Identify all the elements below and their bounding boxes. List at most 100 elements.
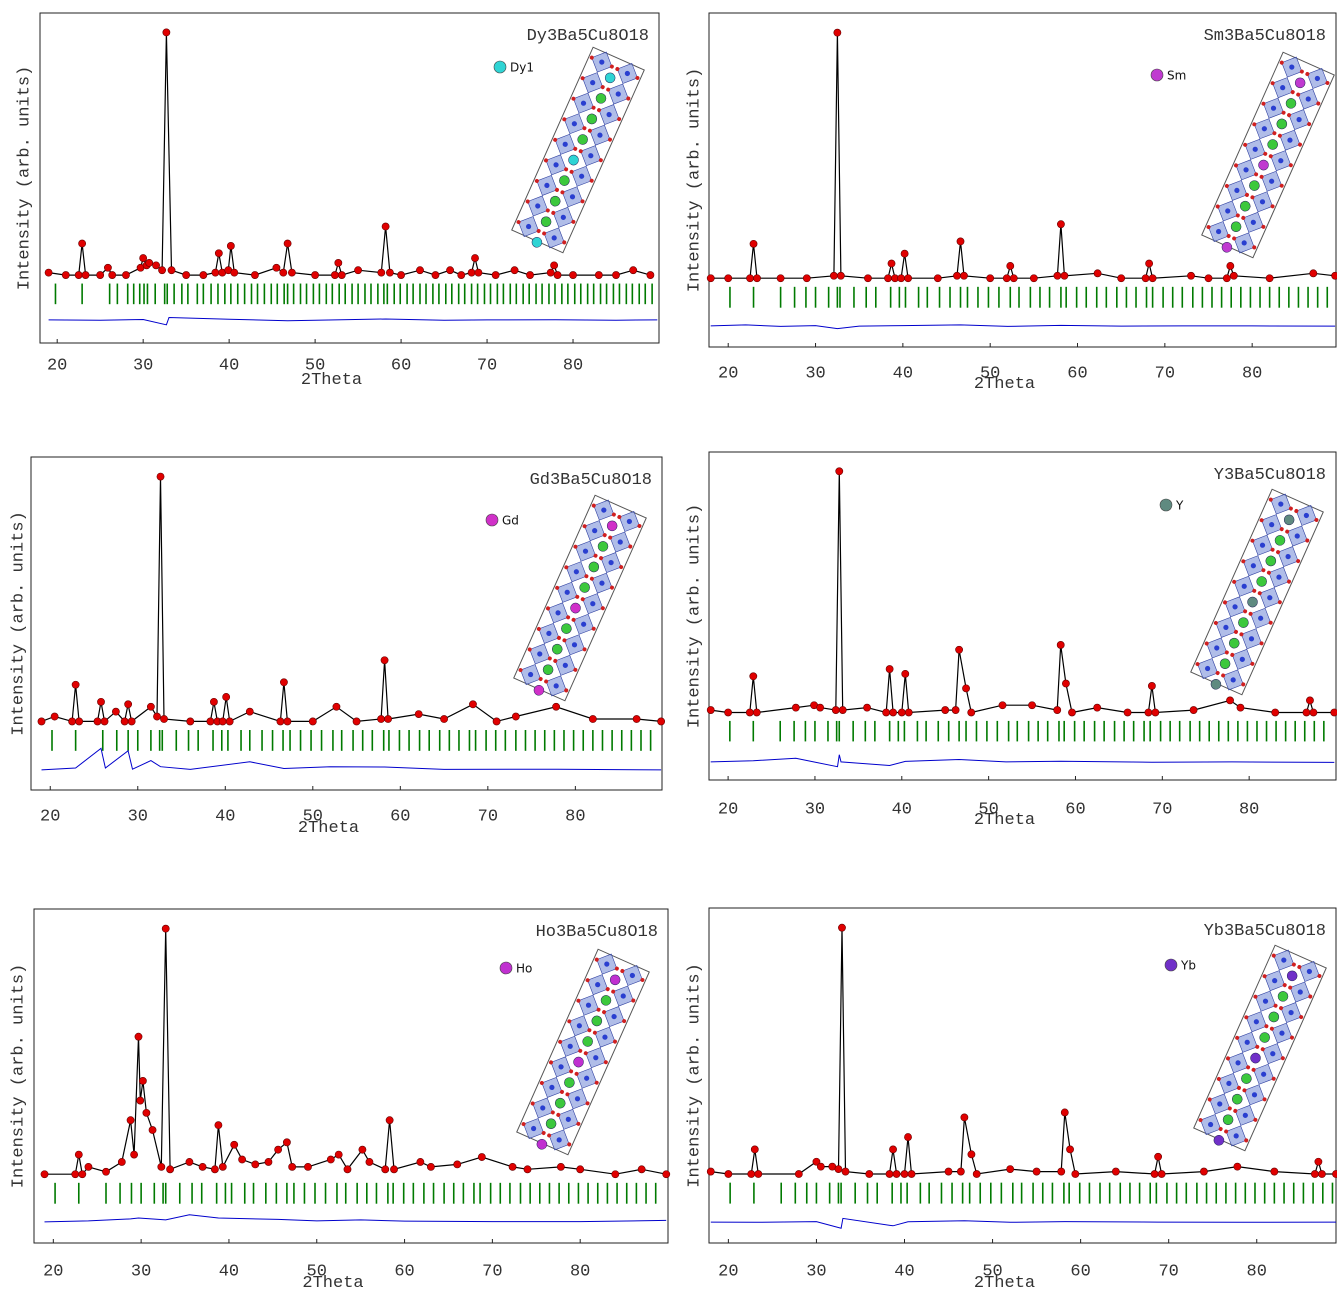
- observed-point: [883, 709, 890, 716]
- x-tick-label: 70: [1158, 1262, 1178, 1281]
- observed-point: [753, 709, 760, 716]
- observed-point: [415, 710, 422, 717]
- observed-point: [1146, 260, 1153, 267]
- x-tick-label: 50: [980, 364, 1000, 383]
- observed-point: [612, 1171, 619, 1178]
- observed-point: [226, 718, 233, 725]
- observed-point: [468, 269, 475, 276]
- observed-point: [304, 1163, 311, 1170]
- crystal-structure: [511, 494, 646, 706]
- observed-point: [547, 269, 554, 276]
- observed-point: [275, 1146, 282, 1153]
- ba-atom: [1218, 657, 1231, 670]
- observed-point: [1271, 1168, 1278, 1175]
- observed-point: [746, 275, 753, 282]
- observed-point: [509, 1163, 516, 1170]
- x-tick-label: 50: [978, 800, 998, 819]
- observed-point: [493, 718, 500, 725]
- observed-point: [1272, 709, 1279, 716]
- observed-point: [725, 275, 732, 282]
- observed-point: [945, 1168, 952, 1175]
- observed-point: [595, 271, 602, 278]
- observed-point: [158, 1163, 165, 1170]
- observed-point: [832, 706, 839, 713]
- observed-point: [289, 1163, 296, 1170]
- observed-point: [904, 1133, 911, 1140]
- ba-atom: [596, 540, 609, 553]
- observed-point: [1234, 1163, 1241, 1170]
- observed-point: [725, 709, 732, 716]
- x-tick-label: 60: [1067, 364, 1087, 383]
- legend-label: Sm: [1167, 69, 1186, 83]
- x-tick-label: 60: [1070, 1262, 1090, 1281]
- observed-point: [97, 271, 104, 278]
- observed-point: [1057, 641, 1064, 648]
- observed-point: [353, 718, 360, 725]
- observed-point: [803, 275, 810, 282]
- observed-point: [1158, 1170, 1165, 1177]
- observed-point: [359, 1146, 366, 1153]
- observed-point: [1072, 1170, 1079, 1177]
- plot-frame: [709, 908, 1336, 1243]
- observed-point: [612, 271, 619, 278]
- observed-point: [893, 1170, 900, 1177]
- x-tick-label: 30: [131, 1262, 151, 1281]
- observed-point: [512, 713, 519, 720]
- observed-point: [1054, 706, 1061, 713]
- rare-earth-atom: [1283, 513, 1296, 526]
- ba-atom: [585, 112, 598, 125]
- x-tick-label: 80: [570, 1262, 590, 1281]
- observed-point: [630, 267, 637, 274]
- observed-point: [1155, 1153, 1162, 1160]
- observed-point: [1149, 275, 1156, 282]
- difference-curve: [711, 755, 1335, 767]
- observed-point: [280, 679, 287, 686]
- observed-point: [957, 1168, 964, 1175]
- ba-atom: [551, 643, 564, 656]
- observed-point: [866, 1170, 873, 1177]
- rare-earth-atom: [567, 153, 580, 166]
- observed-point: [118, 1158, 125, 1165]
- x-tick-label: 40: [215, 807, 235, 826]
- x-tick-label: 30: [805, 364, 825, 383]
- ba-atom: [1240, 1072, 1253, 1085]
- observed-point: [390, 1166, 397, 1173]
- rare-earth-atom: [1209, 678, 1222, 691]
- ba-atom: [1237, 616, 1250, 629]
- observed-point: [817, 1163, 824, 1170]
- ba-atom: [1258, 1031, 1271, 1044]
- observed-point: [755, 1170, 762, 1177]
- ba-atom: [1266, 138, 1279, 151]
- observed-point: [152, 262, 159, 269]
- x-tick-label: 60: [1065, 800, 1085, 819]
- legend-marker: [486, 514, 498, 526]
- observed-point: [1057, 221, 1064, 228]
- observed-point: [753, 275, 760, 282]
- observed-point: [987, 275, 994, 282]
- observed-point: [1068, 709, 1075, 716]
- observed-point: [354, 267, 361, 274]
- x-tick-label: 20: [43, 1262, 63, 1281]
- observed-point: [146, 259, 153, 266]
- observed-point: [284, 718, 291, 725]
- observed-point: [1223, 275, 1230, 282]
- observed-point: [386, 269, 393, 276]
- x-tick-label: 80: [1242, 364, 1262, 383]
- observed-point: [968, 1151, 975, 1158]
- observed-point: [888, 260, 895, 267]
- observed-point: [837, 272, 844, 279]
- observed-point: [112, 708, 119, 715]
- x-tick-label: 70: [482, 1262, 502, 1281]
- observed-point: [458, 271, 465, 278]
- observed-point: [1003, 275, 1010, 282]
- chart-title: Gd3Ba5Cu8O18: [530, 471, 652, 490]
- difference-curve: [42, 748, 662, 770]
- observed-point: [864, 275, 871, 282]
- observed-point: [960, 272, 967, 279]
- y-axis-label: Intensity (arb. units): [685, 963, 704, 1187]
- crystal-structure: [1199, 51, 1334, 263]
- y-axis-label: Intensity (arb. units): [9, 511, 28, 735]
- ba-atom: [1275, 117, 1288, 130]
- x-tick-label: 30: [133, 356, 153, 375]
- x-tick-label: 30: [805, 800, 825, 819]
